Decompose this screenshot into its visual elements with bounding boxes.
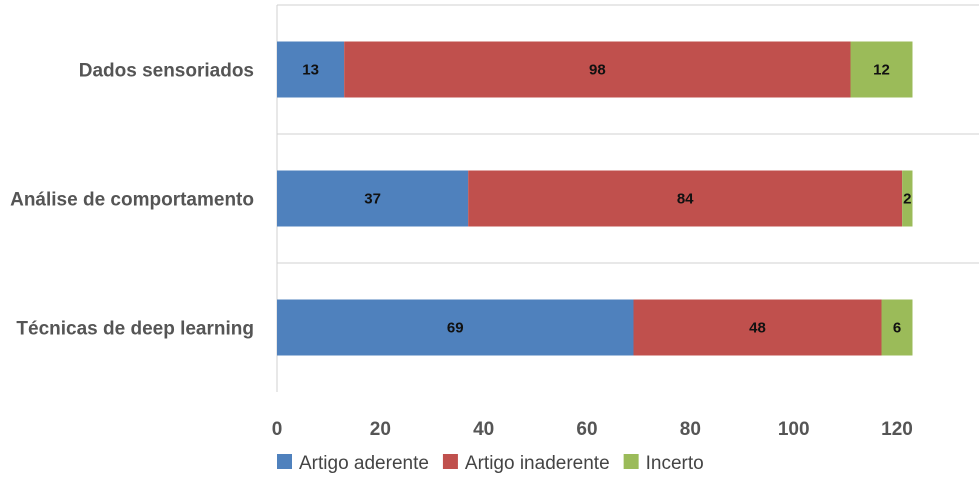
legend-label-artigo-aderente: Artigo aderente bbox=[299, 453, 429, 474]
category-labels: Dados sensoriados Análise de comportament… bbox=[10, 61, 254, 340]
x-tick-label-80: 80 bbox=[680, 419, 701, 440]
x-tick-label-20: 20 bbox=[370, 419, 391, 440]
data-label-incerto-tecnicas-de-deep-learning: 6 bbox=[893, 320, 901, 337]
bar-artigo-aderente-dados-sensoriados bbox=[277, 41, 345, 98]
data-label-artigo-inaderente-analise-de-comportamento: 84 bbox=[677, 191, 694, 208]
bar-incerto-dados-sensoriados bbox=[850, 41, 913, 98]
x-tick-label-40: 40 bbox=[473, 419, 494, 440]
bars-layer bbox=[277, 41, 913, 356]
legend-swatch-artigo-inaderente bbox=[442, 454, 458, 469]
data-label-artigo-aderente-dados-sensoriados: 13 bbox=[302, 62, 319, 79]
data-label-incerto-analise-de-comportamento: 2 bbox=[903, 191, 911, 208]
data-label-artigo-inaderente-dados-sensoriados: 98 bbox=[589, 62, 606, 79]
legend-swatch-artigo-aderente bbox=[277, 454, 292, 469]
x-tick-label-100: 100 bbox=[778, 419, 810, 440]
x-axis-ticks: 0 20 40 60 80 100 120 bbox=[272, 419, 913, 440]
data-label-artigo-inaderente-tecnicas-de-deep-learning: 48 bbox=[749, 320, 766, 337]
x-tick-label-0: 0 bbox=[272, 419, 283, 440]
legend-swatch-incerto bbox=[623, 454, 639, 469]
bar-artigo-aderente-analise-de-comportamento bbox=[277, 170, 469, 227]
x-tick-label-120: 120 bbox=[881, 419, 913, 440]
category-label-dados-sensoriados: Dados sensoriados bbox=[79, 61, 254, 82]
bar-artigo-inaderente-analise-de-comportamento bbox=[468, 170, 903, 227]
category-label-tecnicas-de-deep-learning: Técnicas de deep learning bbox=[16, 319, 254, 340]
bar-artigo-inaderente-tecnicas-de-deep-learning bbox=[633, 299, 882, 356]
bar-artigo-aderente-tecnicas-de-deep-learning bbox=[277, 299, 634, 356]
category-label-analise-de-comportamento: Análise de comportamento bbox=[10, 190, 254, 211]
bar-incerto-tecnicas-de-deep-learning bbox=[881, 299, 913, 356]
data-label-artigo-aderente-analise-de-comportamento: 37 bbox=[364, 191, 381, 208]
data-label-artigo-aderente-tecnicas-de-deep-learning: 69 bbox=[447, 320, 464, 337]
bar-incerto-analise-de-comportamento bbox=[902, 170, 913, 227]
legend-label-incerto: Incerto bbox=[646, 453, 704, 474]
data-label-incerto-dados-sensoriados: 12 bbox=[873, 62, 890, 79]
legend-label-artigo-inaderente: Artigo inaderente bbox=[465, 453, 610, 474]
bar-artigo-inaderente-dados-sensoriados bbox=[344, 41, 851, 98]
data-labels-layer: 13 98 12 37 84 2 69 48 6 bbox=[302, 62, 911, 337]
legend: Artigo aderente Artigo inaderente Incerto bbox=[277, 453, 704, 474]
x-tick-label-60: 60 bbox=[576, 419, 597, 440]
